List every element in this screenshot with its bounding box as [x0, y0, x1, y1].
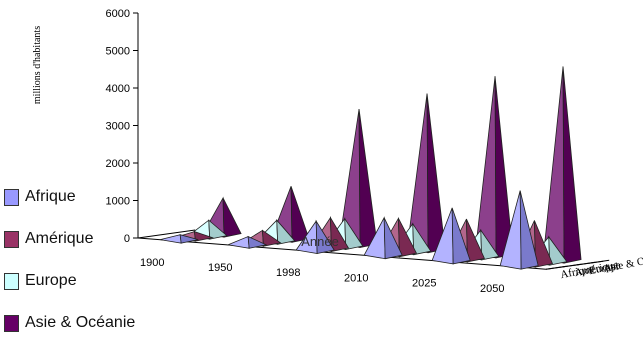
y-tick-label: 0	[124, 233, 130, 245]
cone-face-right	[261, 229, 282, 247]
y-tick-label: 1000	[106, 196, 130, 208]
legend-label-asie-oceanie: Asie & Océanie	[25, 314, 136, 331]
cone-face-right	[315, 219, 335, 254]
legend-swatch-afrique	[4, 188, 19, 206]
chart-plot-area: 0 1000 2000 3000 4000 5000 6000 millions d'habi…	[32, 8, 643, 295]
cone-face-right	[247, 235, 268, 249]
x-tick-label-2050: 2050	[480, 283, 504, 295]
legend-item-asie-oceanie: Asie & Océanie	[4, 302, 174, 344]
cone-face-right	[562, 66, 582, 264]
cone-face-right	[519, 190, 539, 270]
legend-swatch-amerique	[4, 230, 19, 248]
cone-afrique-1900	[160, 234, 199, 244]
cone-asie-oceanie-2025	[474, 76, 514, 259]
cone-face-right	[451, 207, 471, 265]
cone-face-left	[542, 66, 565, 264]
y-tick-label: 5000	[106, 46, 130, 58]
cone-face-right	[222, 197, 242, 238]
legend-item-amerique: Amérique	[4, 218, 174, 260]
legend-label-amerique: Amérique	[25, 230, 94, 247]
y-tick-label: 3000	[106, 121, 130, 133]
cone-face-right	[426, 93, 446, 254]
cone-face-right	[276, 219, 296, 245]
cone-afrique-1950	[226, 235, 268, 249]
depth-label-europe: Europe	[588, 259, 622, 277]
cone-face-left	[226, 235, 250, 249]
x-tick-label-1998: 1998	[276, 267, 300, 279]
labels: 0 1000 2000 3000 4000 5000 6000 millions d'habi…	[32, 8, 643, 295]
cone-face-right	[208, 219, 228, 240]
floor-left-edge	[137, 229, 196, 239]
cones	[160, 66, 582, 270]
cone-afrique-2010	[363, 216, 403, 260]
depth-label-asie-oceanie: Asie & Océanie	[602, 250, 643, 275]
cone-face-left	[474, 76, 497, 259]
cone-asie-oceanie-2050	[542, 66, 582, 264]
legend-item-europe: Europe	[4, 260, 174, 302]
cone-afrique-1998	[295, 219, 335, 254]
x-tick-label-2025: 2025	[412, 278, 436, 290]
cone-face-right	[480, 228, 500, 261]
y-tick-label: 4000	[106, 83, 130, 95]
legend-swatch-asie-oceanie	[4, 314, 19, 332]
cone-face-right	[466, 218, 486, 263]
legend-item-afrique: Afrique	[4, 176, 174, 218]
y-tick-label: 6000	[106, 8, 130, 20]
y-axis-label: millions d'habitants	[32, 26, 43, 104]
cone-face-right	[179, 234, 199, 244]
cone-afrique-2050	[499, 190, 539, 270]
cone-face-right	[534, 220, 554, 268]
x-tick-label-1950: 1950	[208, 262, 232, 274]
cone-face-right	[193, 231, 214, 242]
y-tick-label: 2000	[106, 158, 130, 170]
x-axis-label: Année	[301, 234, 339, 249]
cone-face-right	[358, 108, 378, 248]
axes	[133, 12, 610, 270]
x-axis-line	[137, 237, 547, 270]
legend-label-afrique: Afrique	[25, 188, 76, 205]
cone-face-right	[398, 218, 418, 258]
cone-afrique-2025	[431, 207, 471, 265]
cone-face-right	[548, 235, 568, 266]
cone-asie-oceanie-1998	[338, 108, 378, 248]
cone-face-right	[290, 186, 310, 243]
cone-face-right	[330, 216, 350, 252]
legend-label-europe: Europe	[25, 272, 77, 289]
legend-swatch-europe	[4, 272, 19, 290]
cone-face-right	[412, 222, 432, 256]
cone-face-right	[383, 217, 403, 260]
x-tick-label-1900: 1900	[140, 257, 164, 269]
x-tick-label-2010: 2010	[344, 272, 368, 284]
cone-face-right	[344, 217, 364, 250]
depth-tick	[588, 259, 610, 264]
legend: Afrique Amérique Europe Asie & Océanie	[4, 176, 174, 344]
